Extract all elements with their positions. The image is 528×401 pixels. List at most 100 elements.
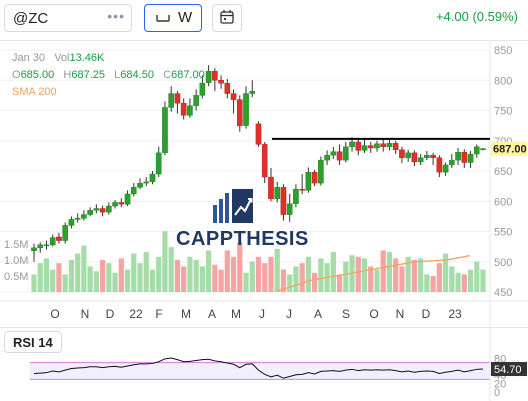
candle — [130, 183, 137, 197]
candle-body — [218, 80, 224, 84]
candle-body — [236, 99, 243, 126]
time-tick-label: 22 — [129, 307, 143, 321]
candle — [405, 149, 411, 162]
low-label: L — [114, 69, 121, 81]
candle — [293, 184, 299, 208]
volume-bar — [199, 266, 205, 292]
candle — [330, 146, 337, 159]
candle — [137, 178, 143, 190]
candle — [380, 139, 387, 152]
candle-body — [473, 146, 480, 155]
candle-body — [355, 141, 362, 151]
candle — [449, 154, 455, 168]
candle-body — [193, 95, 199, 106]
candle-body — [212, 70, 218, 81]
volume-bar — [467, 269, 474, 292]
candle-body — [349, 141, 355, 147]
candle — [411, 150, 418, 167]
candle — [386, 138, 393, 151]
volume-bar — [68, 260, 75, 292]
candle — [199, 75, 206, 99]
volume-bar — [137, 263, 143, 292]
candle-body — [480, 148, 486, 151]
price-chart[interactable]: 1.5M1.0M0.5M CAPPTHESIS 8508007507006506… — [0, 41, 528, 327]
symbol-search-input[interactable]: @ZC ••• — [4, 4, 132, 32]
candle-body — [430, 155, 436, 158]
volume-bar — [386, 252, 393, 292]
candle — [224, 79, 231, 99]
candle-body — [324, 155, 330, 161]
candle-body — [49, 237, 56, 246]
volume-bar — [62, 274, 68, 292]
volume-bar — [237, 242, 243, 292]
high-value: 687.25 — [71, 69, 105, 81]
rsi-legend[interactable]: RSI 14 — [4, 331, 62, 353]
timeframe-selector[interactable]: W — [144, 4, 202, 32]
bar-info-row-2: O685.00 H687.25 L684.50 C687.00 — [12, 69, 205, 81]
price-change: +4.00 (0.59%) — [435, 9, 518, 24]
more-dots-icon[interactable]: ••• — [107, 8, 125, 24]
candle — [112, 200, 118, 209]
volume-bar — [249, 261, 255, 292]
sma-label: SMA 200 — [12, 86, 57, 98]
volume-bar — [380, 250, 386, 292]
candle-body — [174, 93, 181, 104]
volume-bar — [299, 263, 305, 292]
volume-bar — [312, 272, 318, 292]
candle-body — [162, 107, 168, 154]
volume-bar — [374, 269, 380, 292]
time-tick-label: J — [259, 307, 265, 321]
candle-body — [243, 93, 249, 126]
volume-bar — [393, 258, 399, 292]
volume-bar — [361, 258, 368, 292]
volume-bar — [131, 253, 137, 292]
volume-bar — [474, 261, 480, 292]
volume-bar — [174, 260, 181, 292]
volume-bar — [405, 256, 411, 292]
volume-bar — [181, 266, 187, 292]
candle-body — [249, 90, 256, 94]
candle — [336, 144, 343, 165]
candle-body — [99, 208, 106, 213]
pane-divider[interactable] — [0, 327, 528, 328]
candle-body — [449, 159, 455, 166]
rsi-chart[interactable]: 80604020054.70 — [0, 328, 528, 401]
candle — [480, 148, 486, 151]
candle-body — [311, 172, 318, 184]
candle-body — [74, 217, 81, 220]
volume-bar — [206, 250, 212, 292]
candle — [255, 121, 262, 147]
price-tick-label: 550 — [494, 227, 512, 239]
calendar-icon — [220, 10, 234, 24]
time-tick-label: S — [342, 307, 350, 321]
candle-body — [305, 172, 312, 191]
candle — [43, 240, 50, 250]
candle — [230, 89, 237, 114]
candle — [424, 151, 430, 161]
candle-body — [411, 152, 418, 163]
sma-legend[interactable]: SMA 200 — [12, 86, 57, 98]
candle — [93, 204, 100, 214]
candle-body — [87, 210, 93, 215]
volume-bar — [430, 276, 436, 292]
candle — [205, 65, 212, 87]
candle — [473, 144, 480, 158]
candle-body — [455, 152, 461, 161]
candle — [361, 139, 368, 153]
volume-bar — [455, 272, 461, 292]
candle — [305, 167, 312, 193]
candle-body — [149, 173, 156, 183]
volume-tick-label: 0.5M — [4, 271, 28, 283]
candle-body — [93, 208, 100, 211]
candle-body — [137, 182, 143, 188]
candle — [236, 95, 243, 132]
candle-body — [130, 187, 137, 195]
sma-200-line — [276, 255, 470, 293]
volume-bar — [436, 263, 442, 292]
volume-bar — [224, 250, 230, 292]
volume-bar — [162, 231, 168, 292]
candle — [467, 151, 474, 168]
rsi-value-label: 54.70 — [494, 364, 522, 376]
calendar-button[interactable] — [212, 4, 242, 32]
volume-bar — [305, 256, 311, 292]
